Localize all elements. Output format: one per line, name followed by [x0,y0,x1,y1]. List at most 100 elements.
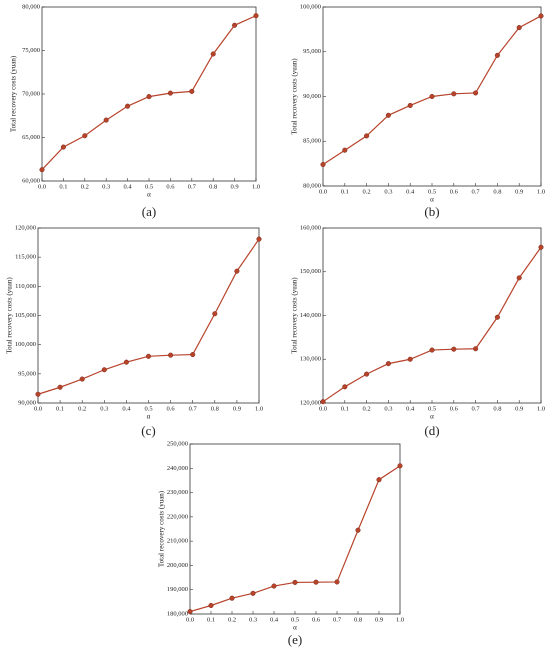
data-point [187,609,193,615]
data-point [146,94,152,100]
chart: 80,000 85,000 90,000 95,000 100,000 0.0 0.1 0.2… [291,3,545,219]
y-tick-label: 200,000 [167,562,188,569]
y-tick-label: 210,000 [167,538,188,545]
y-tick-label: 60,000 [22,177,40,184]
data-point [538,244,544,250]
caption: (d) [424,423,439,438]
data-point [385,361,391,367]
x-tick-label: 1.0 [537,405,545,412]
y-axis-label: Total recovery costs (yuan) [6,277,14,354]
x-tick-label: 0.6 [450,188,459,195]
data-point [250,590,256,596]
x-axis-label: α [293,624,297,632]
x-tick-label: 0.0 [34,405,42,412]
y-axis-label: Total recovery costs (yuan) [291,277,299,354]
x-axis-label: α [430,196,434,204]
data-point [355,527,361,533]
data-point [103,117,109,123]
data-point [494,52,500,58]
x-tick-label: 0.8 [354,616,362,623]
data-point [125,103,131,109]
x-tick-label: 0.0 [319,405,327,412]
x-tick-label: 0.3 [249,616,257,623]
x-tick-label: 1.0 [537,188,545,195]
data-point [145,353,152,359]
x-axis-label: α [147,413,151,421]
x-tick-label: 0.7 [333,616,342,623]
x-tick-label: 0.9 [231,183,239,190]
y-tick-label: 240,000 [167,465,188,472]
chart: 90,000 95,000 100,000 105,000 110,000 115,000… [6,224,263,438]
y-tick-label: 90,000 [18,399,36,406]
y-tick-label: 95,000 [18,370,36,377]
x-tick-label: 0.1 [56,405,64,412]
chart: 60,000 65,000 70,000 75,000 80,000 0.0 0.1 0.2 0… [10,3,260,219]
y-tick-label: 70,000 [22,90,40,97]
plot-frame [41,6,257,182]
x-tick-label: 0.5 [428,188,436,195]
x-tick-label: 0.8 [493,188,501,195]
data-point [473,346,479,352]
y-tick-label: 65,000 [22,134,40,141]
x-tick-label: 0.3 [100,405,108,412]
x-tick-label: 0.3 [384,405,392,412]
data-point [256,236,262,242]
data-point [334,579,340,585]
y-axis-label: Total recovery costs (yuan) [10,55,18,132]
x-tick-label: 0.3 [384,188,392,195]
x-tick-label: 0.5 [291,616,299,623]
x-tick-label: 0.7 [472,405,481,412]
x-tick-label: 0.4 [406,188,415,195]
data-point [189,88,195,94]
x-tick-label: 0.8 [211,405,219,412]
x-tick-label: 0.7 [188,183,197,190]
y-tick-label: 180,000 [167,610,188,617]
data-point [429,93,435,100]
y-tick-label: 250,000 [167,440,188,447]
y-tick-label: 100,000 [15,341,36,348]
series-line [322,246,542,403]
x-tick-label: 0.0 [319,188,327,195]
data-point [167,90,173,96]
data-point [35,391,41,397]
y-tick-label: 85,000 [303,138,321,145]
x-tick-label: 0.0 [186,616,194,623]
data-point [313,579,319,585]
data-point [212,311,218,317]
data-point [210,51,216,57]
data-point [451,91,457,97]
data-point [253,13,259,19]
x-tick-label: 0.2 [81,183,89,190]
data-point [385,112,391,118]
x-tick-label: 0.2 [78,405,86,412]
y-tick-label: 120,000 [15,224,36,231]
x-tick-label: 0.1 [341,188,349,195]
data-point [538,13,544,19]
y-tick-label: 105,000 [15,312,36,319]
y-axis-label: Total recovery costs (yuan) [158,490,166,567]
x-tick-label: 0.6 [167,405,176,412]
x-tick-label: 0.6 [166,183,175,190]
data-point [57,384,63,390]
caption: (b) [424,204,439,219]
data-point [407,102,413,108]
x-axis-label: α [147,191,151,199]
y-tick-label: 160,000 [300,224,321,231]
data-point [451,346,457,352]
data-point [342,147,348,153]
plot-frame [322,227,542,404]
data-point [123,359,129,365]
y-tick-label: 80,000 [22,3,40,10]
x-tick-label: 0.2 [228,616,236,623]
data-point [342,384,348,390]
series-line [189,465,401,613]
data-point [232,22,238,28]
data-point [60,144,66,150]
x-axis-label: α [430,413,434,421]
plot-frame [189,443,401,615]
data-point [407,356,413,362]
x-tick-label: 0.9 [515,188,523,195]
plot-frame [37,227,260,404]
x-tick-label: 0.8 [209,183,217,190]
